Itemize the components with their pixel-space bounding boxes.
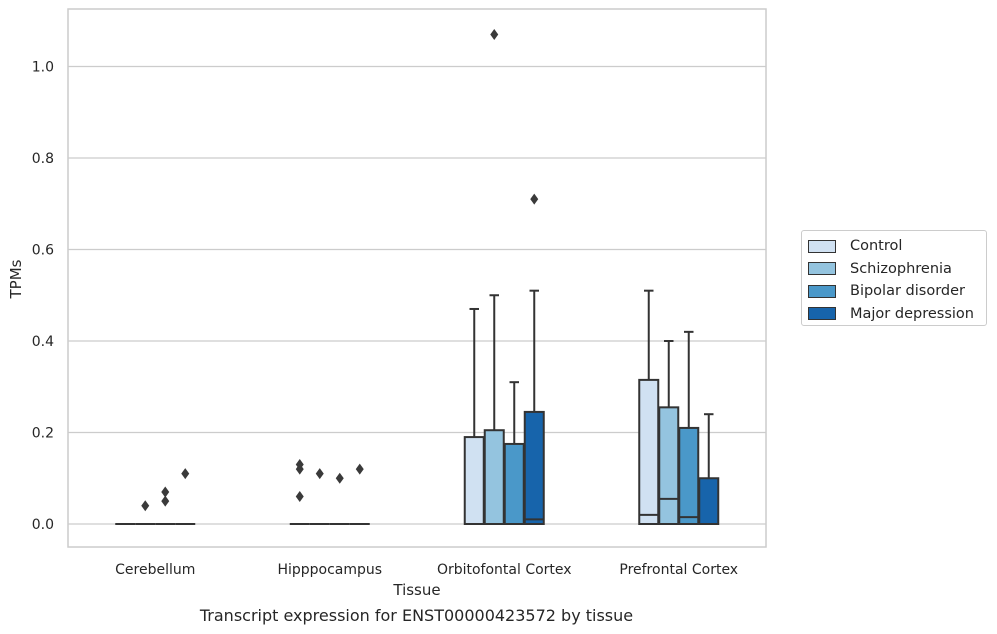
legend-swatch xyxy=(808,284,836,298)
outlier-marker xyxy=(141,500,150,512)
x-tick-label: Prefrontal Cortex xyxy=(619,562,738,578)
legend-label: Major depression xyxy=(850,305,974,322)
box-0-3 xyxy=(175,468,196,525)
legend-item: Control xyxy=(808,235,986,258)
legend-item: Bipolar disorder xyxy=(808,280,986,303)
x-tick-labels: Cerebellum Hipppocampus Orbitofontal Corte… xyxy=(115,562,738,578)
box-3-3 xyxy=(698,413,720,525)
chart-title: Transcript expression for ENST0000042357… xyxy=(199,606,634,625)
legend-item: Major depression xyxy=(808,303,986,326)
legend-swatch xyxy=(808,262,836,276)
outlier-marker xyxy=(335,472,344,484)
legend-label: Control xyxy=(850,238,903,255)
x-tick-label: Hipppocampus xyxy=(277,562,382,578)
legend-item: Schizophrenia xyxy=(808,258,986,281)
y-tick-label: 0.4 xyxy=(32,334,54,350)
box xyxy=(503,442,525,525)
outlier-marker xyxy=(355,463,364,475)
box xyxy=(523,410,545,526)
y-tick-label: 0.8 xyxy=(32,151,54,167)
box-1-0 xyxy=(289,459,310,525)
box-2-2 xyxy=(503,381,525,525)
box-1-2 xyxy=(329,472,350,525)
box xyxy=(698,477,720,525)
x-tick-label: Cerebellum xyxy=(115,562,195,578)
x-tick-label: Orbitofontal Cortex xyxy=(437,562,572,578)
box-2-3 xyxy=(523,193,545,526)
box-0-2 xyxy=(155,486,176,525)
y-tick-label: 1.0 xyxy=(32,60,54,76)
box xyxy=(483,429,505,525)
legend-label: Schizophrenia xyxy=(850,260,952,277)
box xyxy=(463,436,485,526)
box-3-0 xyxy=(638,289,660,526)
y-tick-label: 0.2 xyxy=(32,426,54,442)
box-1-3 xyxy=(349,463,370,525)
y-tick-label: 0.6 xyxy=(32,243,54,259)
box-2-1 xyxy=(483,28,505,525)
box-1-1 xyxy=(309,468,330,525)
y-axis-label: TPMs xyxy=(7,259,25,299)
box xyxy=(678,426,700,525)
legend-swatch xyxy=(808,307,836,321)
plot-frame xyxy=(67,8,767,548)
y-tick-label: 0.0 xyxy=(32,517,54,533)
box-plots xyxy=(115,28,720,526)
box-3-1 xyxy=(658,340,680,525)
y-tick-labels: 0.0 0.2 0.4 0.6 0.8 1.0 xyxy=(32,60,54,534)
outlier-marker xyxy=(161,486,170,498)
box xyxy=(638,378,660,526)
outlier-marker xyxy=(315,468,324,480)
legend-swatch xyxy=(808,239,836,253)
outlier-marker xyxy=(295,491,304,503)
outlier-marker xyxy=(530,193,539,205)
box-0-1 xyxy=(135,500,156,525)
outlier-marker xyxy=(490,28,499,40)
legend-label: Bipolar disorder xyxy=(850,283,965,300)
box xyxy=(658,406,680,525)
box-3-2 xyxy=(678,330,700,525)
outlier-marker xyxy=(295,463,304,475)
outlier-marker xyxy=(181,468,190,480)
legend: Control Schizophrenia Bipolar disorder Majo… xyxy=(801,230,987,326)
axes-border xyxy=(67,8,767,548)
box-2-0 xyxy=(463,307,485,526)
x-axis-label: Tissue xyxy=(392,581,440,599)
outlier-marker xyxy=(161,495,170,507)
